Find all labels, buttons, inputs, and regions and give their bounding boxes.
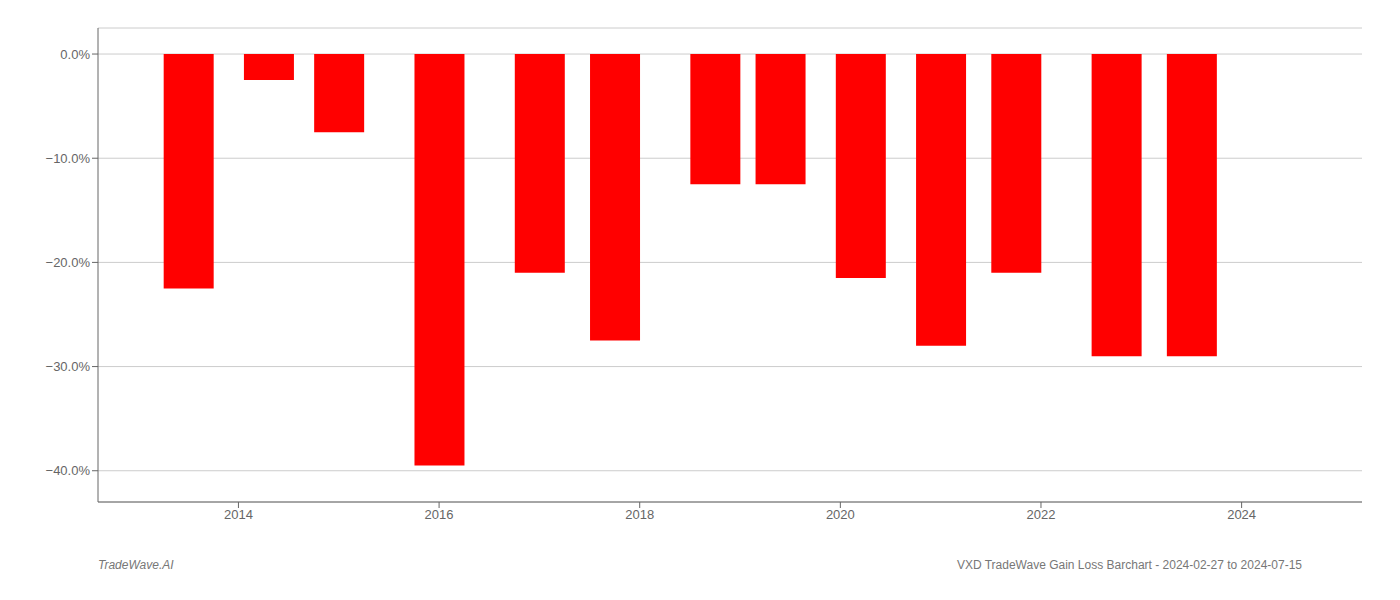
svg-text:−40.0%: −40.0% <box>46 463 91 478</box>
svg-text:2020: 2020 <box>826 507 855 522</box>
svg-text:2018: 2018 <box>625 507 654 522</box>
svg-text:2022: 2022 <box>1027 507 1056 522</box>
svg-text:0.0%: 0.0% <box>60 47 90 62</box>
svg-text:−10.0%: −10.0% <box>46 151 91 166</box>
svg-text:2014: 2014 <box>224 507 253 522</box>
svg-text:−30.0%: −30.0% <box>46 359 91 374</box>
svg-text:−20.0%: −20.0% <box>46 255 91 270</box>
html-text:TradeWave.AI: TradeWave.AI <box>98 558 174 572</box>
svg-text:2016: 2016 <box>425 507 454 522</box>
html-text:VXD TradeWave Gain Loss Barcha: VXD TradeWave Gain Loss Barchart - 2024-… <box>956 558 1302 572</box>
svg-text:2024: 2024 <box>1227 507 1256 522</box>
